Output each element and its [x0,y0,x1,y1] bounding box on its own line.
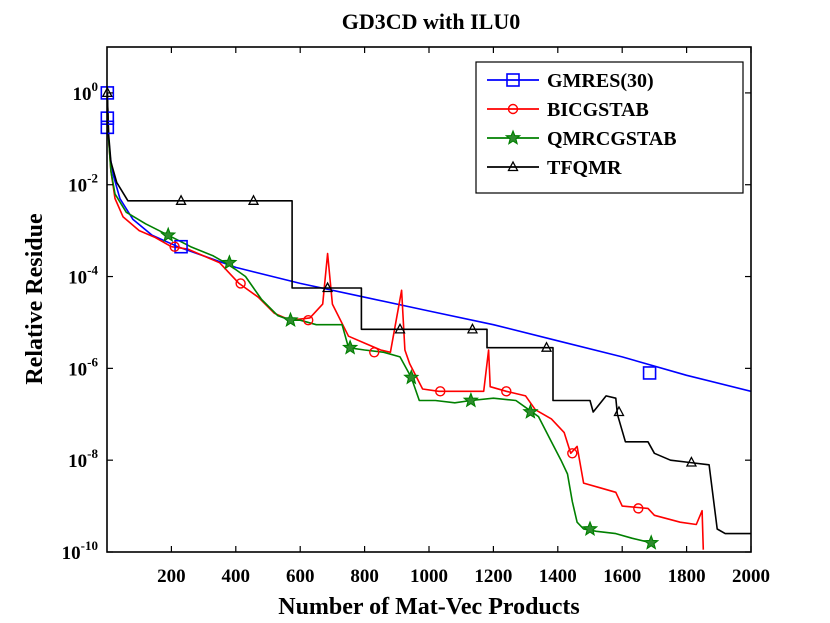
x-tick-label: 1800 [668,566,706,587]
y-axis: 10-10 10-8 10-6 10-4 10-2 100 [62,79,751,564]
y-tick-label: 10-6 [68,354,98,380]
marker-tfqmr-7 [613,405,625,417]
marker-tfqmr-4 [394,322,406,334]
marker-gmres-30-4 [642,366,657,380]
legend-marker-gmres-30 [506,73,520,87]
x-tick-label: 600 [286,566,315,587]
legend-marker-tfqmr [507,160,519,172]
x-tick-label: 1200 [474,566,512,587]
marker-tfqmr-2 [247,194,260,205]
y-tick-label: 100 [73,79,99,105]
x-tick-label: 1400 [539,566,577,587]
marker-qmrcgstab-6 [522,403,539,419]
x-tick-label: 2000 [732,566,770,587]
marker-gmres-30-3 [174,239,188,254]
marker-qmrcgstab-1 [221,254,238,270]
legend-label-gmres-30: GMRES(30) [547,70,654,92]
marker-tfqmr-1 [175,194,187,205]
marker-tfqmr-6 [540,341,553,352]
marker-bicgstab-6 [567,448,578,459]
y-tick-label: 10-10 [62,538,98,564]
x-axis: 200 400 600 800 1000 1200 1400 1600 1800 2000 [157,47,770,587]
y-tick-label: 10-2 [68,171,98,197]
x-tick-label: 1000 [410,566,448,587]
y-axis-label: Relative Residue [22,213,48,385]
y-tick-label: 10-8 [68,446,98,472]
legend-marker-qmrcgstab [504,129,522,145]
legend-label-tfqmr: TFQMR [547,157,622,179]
marker-tfqmr-8 [685,456,698,467]
y-tick-label: 10-4 [68,263,98,289]
marker-bicgstab-4 [435,386,446,397]
series-line-tfqmr [107,92,751,535]
marker-qmrcgstab-0 [160,226,177,243]
legend-label-qmrcgstab: QMRCGSTAB [547,128,677,150]
series-line-qmrcgstab [107,92,652,544]
marker-qmrcgstab-7 [581,520,599,536]
legend-box [475,61,744,194]
marker-qmrcgstab-3 [342,339,359,355]
marker-tfqmr-3 [321,281,334,293]
x-tick-label: 200 [157,566,186,587]
marker-qmrcgstab-8 [643,534,660,550]
x-tick-label: 1600 [603,566,641,587]
marker-bicgstab-2 [303,314,314,326]
marker-bicgstab-1 [235,278,246,289]
marker-bicgstab-3 [369,347,380,358]
marker-qmrcgstab-2 [282,311,299,328]
marker-bicgstab-5 [501,386,512,397]
x-tick-label: 400 [222,566,251,587]
legend-label-bicgstab: BICGSTAB [547,99,649,121]
marker-qmrcgstab-4 [403,368,420,385]
marker-bicgstab-7 [633,503,644,514]
marker-bicgstab-0 [169,241,180,252]
x-axis-label: Number of Mat-Vec Products [278,594,580,620]
marker-qmrcgstab-5 [462,391,479,408]
chart-title: GD3CD with ILU0 [342,9,520,34]
x-tick-label: 800 [350,566,379,587]
legend: GMRES(30) BICGSTAB QMRCGSTAB TFQMR [475,61,744,194]
marker-tfqmr-5 [466,322,479,334]
legend-marker-bicgstab [507,103,519,115]
